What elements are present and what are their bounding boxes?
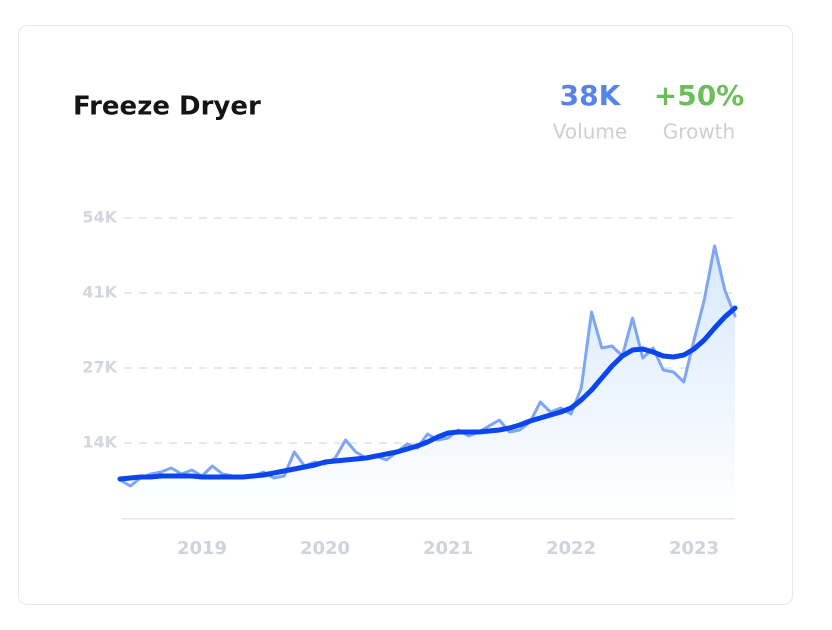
x-tick-label: 2022 bbox=[546, 538, 596, 559]
area bbox=[120, 246, 735, 518]
chart-title: Freeze Dryer bbox=[73, 92, 261, 122]
y-tick-label: 54K bbox=[82, 208, 117, 227]
trend-line bbox=[117, 305, 738, 482]
stat-label: Volume bbox=[553, 120, 627, 144]
stat-value: 38K bbox=[560, 79, 622, 112]
x-tick-label: 2021 bbox=[423, 538, 473, 559]
stat-label: Growth bbox=[663, 120, 735, 144]
x-tick-label: 2019 bbox=[177, 538, 227, 559]
y-tick-label: 27K bbox=[82, 358, 117, 377]
x-tick-label: 2023 bbox=[669, 538, 719, 559]
volume-line bbox=[118, 244, 737, 488]
y-tick-label: 41K bbox=[82, 283, 117, 302]
y-tick-label: 14K bbox=[82, 433, 117, 452]
x-tick-label: 2020 bbox=[300, 538, 350, 559]
stat-value: +50% bbox=[654, 79, 744, 112]
